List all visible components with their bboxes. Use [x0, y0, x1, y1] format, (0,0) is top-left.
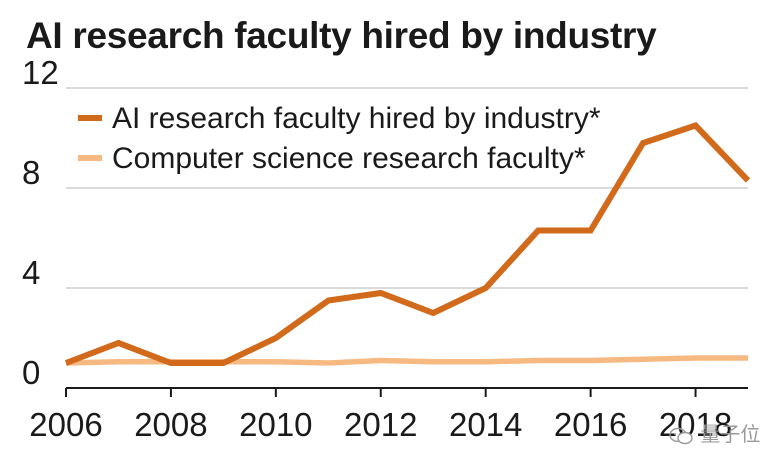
- x-tick-label: 2008: [134, 406, 207, 443]
- series-line-ai-research-faculty: [64, 122, 751, 366]
- x-tick-label: 2010: [239, 406, 312, 443]
- legend-label: AI research faculty hired by industry*: [112, 102, 601, 135]
- wechat-icon: [669, 427, 693, 444]
- legend-label: Computer science research faculty*: [112, 142, 586, 175]
- y-tick-label: 8: [22, 154, 40, 191]
- watermark-text: 量子位: [700, 422, 761, 446]
- y-tick-label: 0: [22, 354, 40, 391]
- y-tick-label: 12: [22, 54, 59, 91]
- x-tick-label: 2016: [554, 406, 627, 443]
- watermark: 量子位: [668, 418, 760, 447]
- x-tick-label: 2014: [449, 406, 522, 443]
- x-tick-label: 2012: [344, 406, 417, 443]
- x-tick-label: 2006: [29, 406, 102, 443]
- y-tick-label: 4: [22, 254, 40, 291]
- chart-title: AI research faculty hired by industry: [26, 15, 657, 56]
